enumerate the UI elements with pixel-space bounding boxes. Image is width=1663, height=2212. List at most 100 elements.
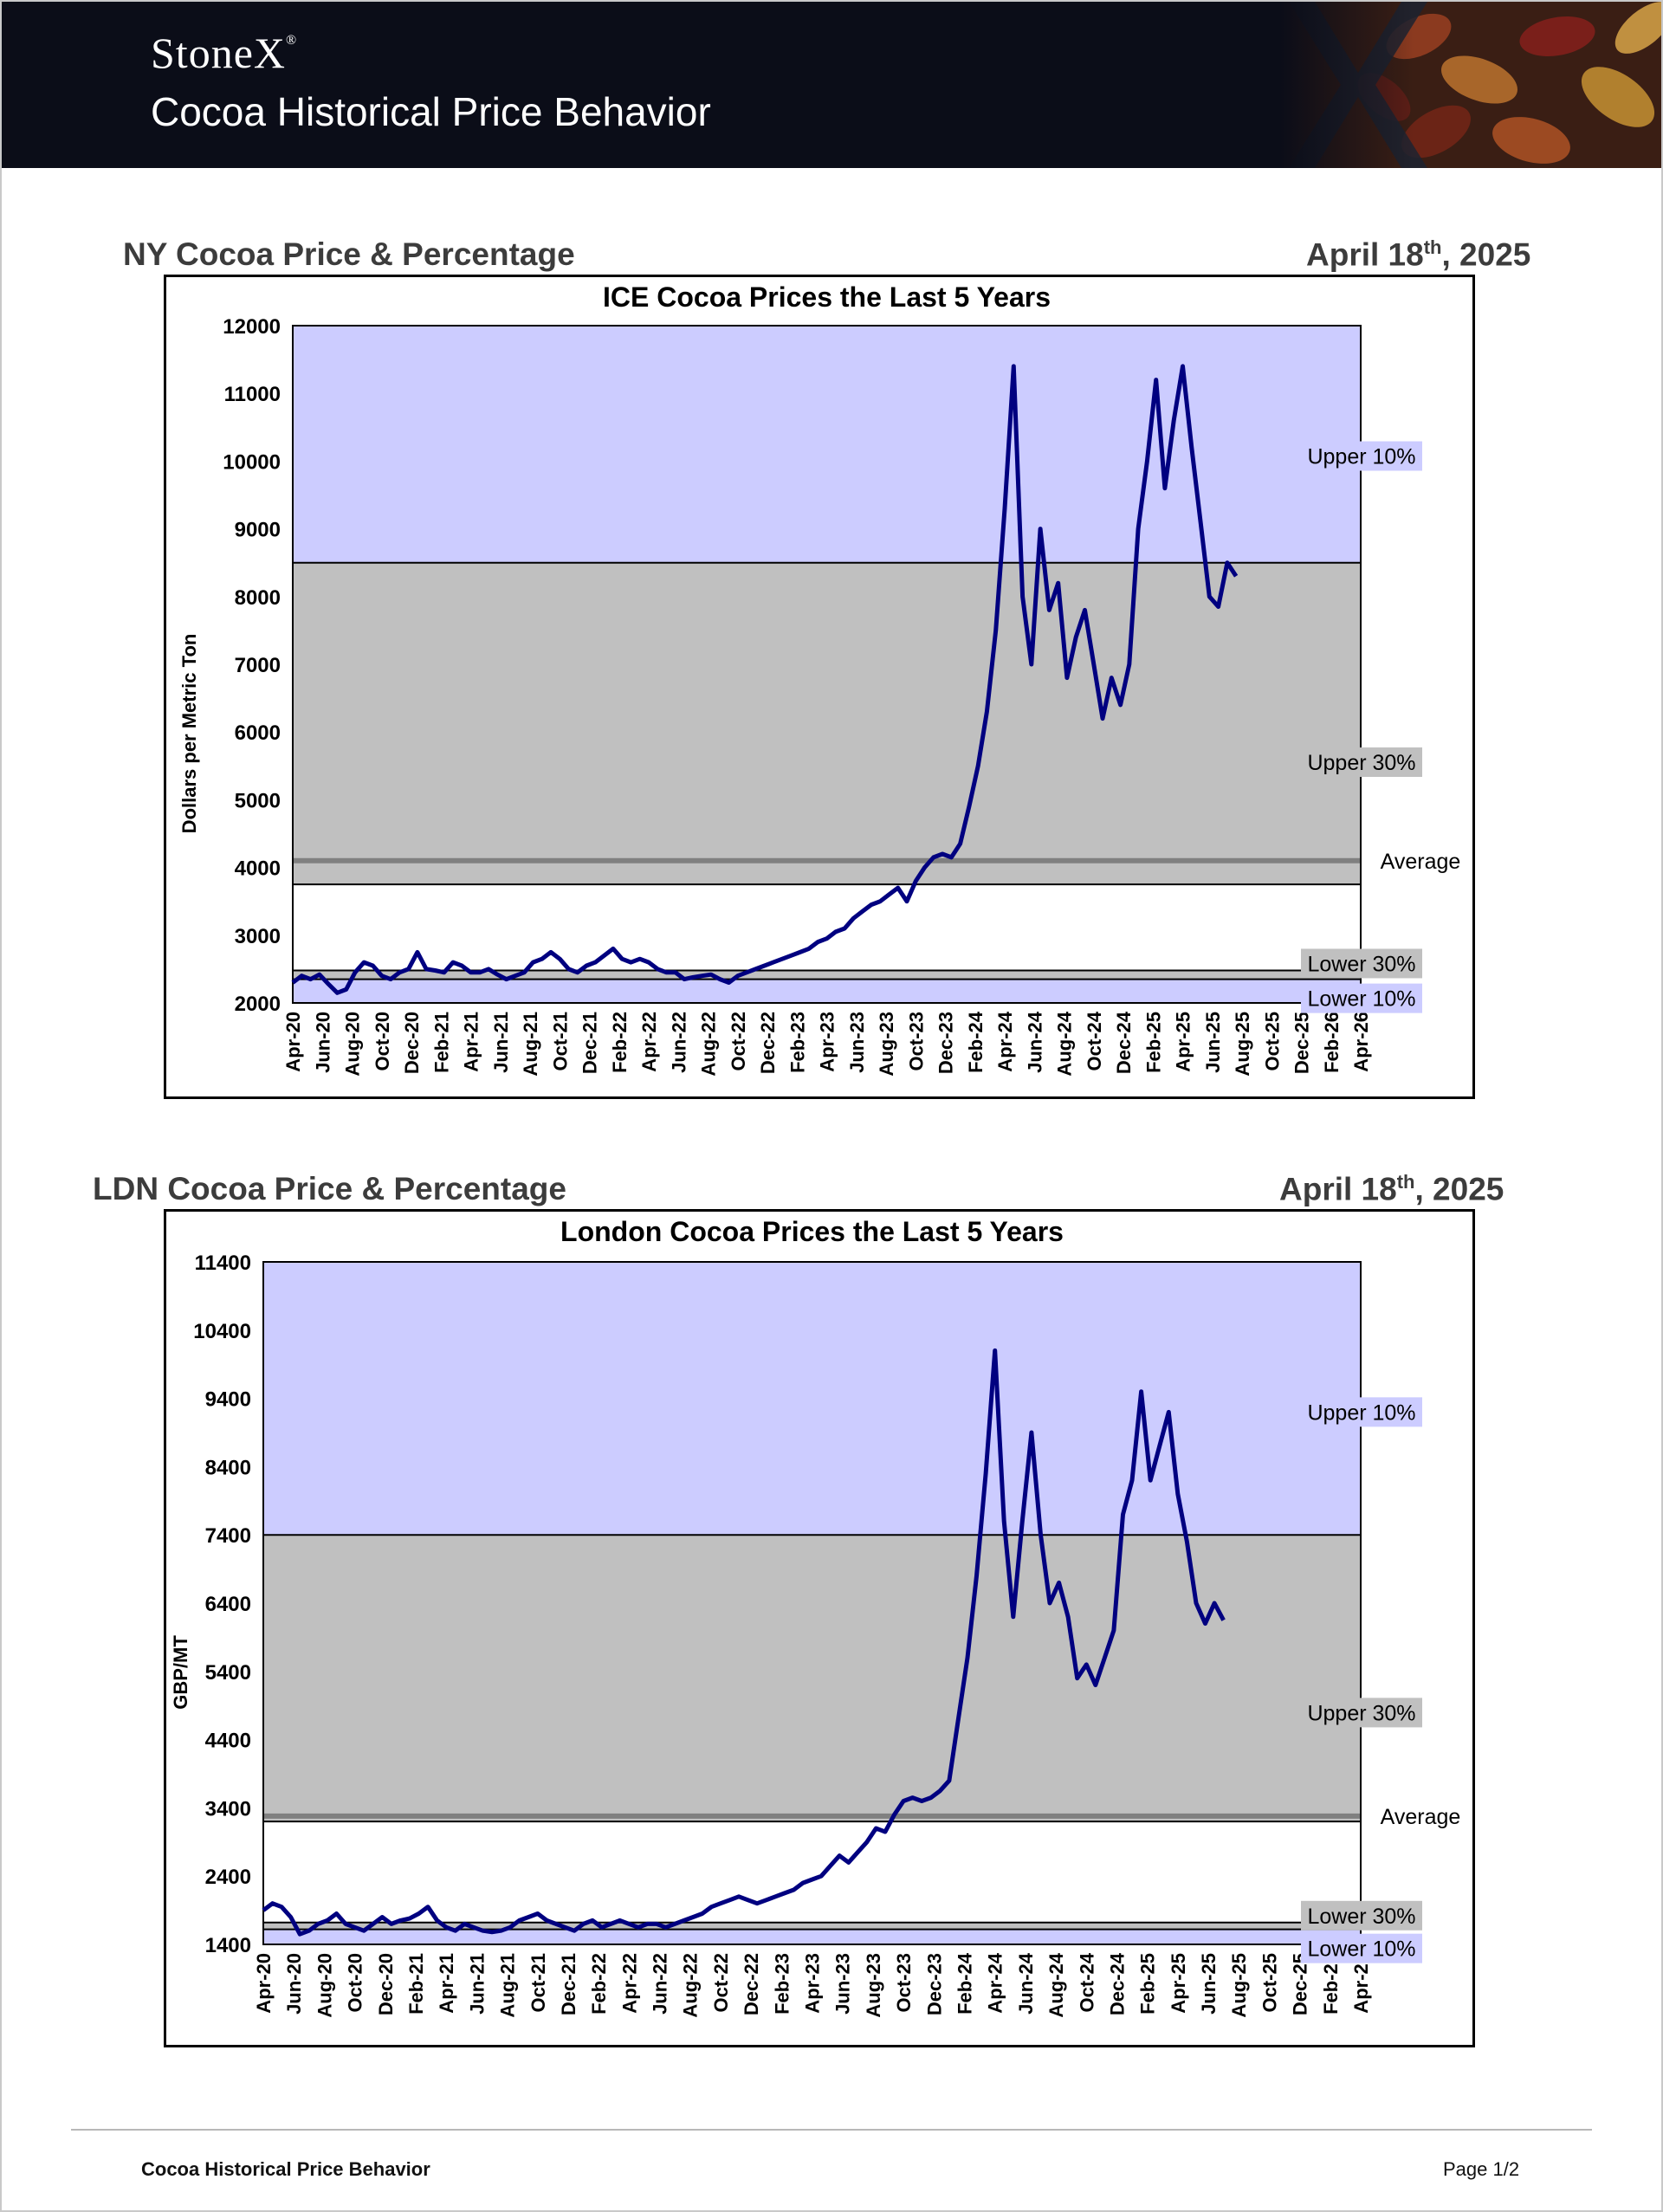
zone-label-lower30: Lower 30% [1307,1905,1415,1929]
x-tick-label: Apr-24 [994,1011,1016,1071]
zone-upper-10 [263,1262,1361,1536]
zone-label-upper10: Upper 10% [1307,445,1415,469]
zone-lower-30 [263,1922,1361,1930]
y-tick-label: 9000 [235,519,281,542]
zone-label-lower30: Lower 30% [1307,952,1415,976]
x-tick-label: Jun-24 [1015,1952,1037,2015]
x-tick-label: Apr-26 [1350,1012,1372,1072]
x-tick-label: Dec-24 [1106,1952,1128,2015]
zone-lower-30 [293,970,1361,980]
x-tick-label: Jun-22 [650,1953,671,2015]
ldn-section-title: LDN Cocoa Price & Percentage [93,1171,566,1206]
zone-label-lower10: Lower 10% [1307,1937,1415,1962]
x-tick-label: Jun-22 [668,1012,689,1073]
y-tick-label: 1400 [205,1934,251,1957]
zone-upper-30 [293,562,1361,885]
x-tick-label: Oct-24 [1084,1011,1105,1070]
zone-label-lower10: Lower 10% [1307,987,1415,1012]
y-tick-label: 3400 [205,1797,251,1821]
ldn-date-year: , 2025 [1414,1171,1504,1207]
ny-price-chart: ICE Cocoa Prices the Last 5 Years Dollars… [178,281,1460,1077]
zone-label-bg-upper30 [1301,1698,1422,1728]
y-tick-label: 6400 [205,1593,251,1616]
x-tick-label: Apr-24 [985,1952,1006,2013]
y-tick-label: 9400 [205,1388,251,1412]
x-tick-label: Oct-23 [905,1012,927,1070]
zone-label-bg-lower30 [1301,1900,1422,1931]
x-tick-label: Feb-21 [405,1953,427,2015]
y-tick-label: 4400 [205,1730,251,1753]
x-tick-label: Oct-21 [549,1012,571,1070]
ldn-section-date: April 18th, 2025 [1279,1171,1504,1207]
x-tick-label: Oct-23 [893,1953,915,2012]
x-tick-label: Feb-24 [954,1952,975,2015]
x-tick-label: Feb-23 [786,1012,808,1073]
zone-label-bg-lower30 [1301,948,1422,979]
x-tick-label: Jun-21 [466,1953,488,2015]
x-tick-label: Apr-21 [461,1012,482,1072]
y-axis-label: GBP/MT [170,1635,191,1710]
x-tick-label: Feb-26 [1321,1012,1343,1073]
x-tick-label: Feb-24 [965,1011,987,1073]
y-tick-label: 4000 [235,857,281,881]
plot-area-border [292,325,1362,1004]
zone-label-average: Average [1381,1805,1461,1829]
footer-divider [71,2129,1592,2131]
x-tick-label: Oct-20 [345,1953,366,2012]
plot-area-border [262,1261,1362,1945]
zone-label-bg-lower10 [1301,983,1422,1013]
x-tick-label: Apr-21 [436,1953,457,2014]
price-series-line [291,364,1239,995]
x-tick-label: Aug-21 [497,1953,519,2018]
x-tick-label: Dec-24 [1113,1011,1135,1074]
x-tick-label: Aug-24 [1054,1011,1076,1076]
document-title: Cocoa Historical Price Behavior [151,89,711,134]
x-tick-label: Oct-21 [527,1953,549,2012]
y-tick-label: 2400 [205,1866,251,1889]
zone-lower-10 [293,979,1361,1003]
x-tick-label: Apr-20 [253,1953,275,2014]
zone-upper-30 [263,1535,1361,1822]
x-tick-label: Jun-25 [1198,1953,1220,2015]
x-tick-label: Dec-21 [558,1953,579,2015]
y-tick-label: 8400 [205,1456,251,1479]
x-tick-label: Oct-22 [710,1953,732,2012]
x-tick-label: Oct-25 [1261,1012,1283,1070]
x-tick-label: Aug-23 [876,1012,897,1077]
ny-date-sup: th [1423,236,1442,258]
y-tick-label: 6000 [235,721,281,745]
x-tick-label: Oct-20 [372,1012,393,1070]
x-tick-label: Jun-20 [312,1012,333,1073]
x-tick-label: Aug-23 [863,1953,884,2018]
x-tick-label: Aug-22 [680,1953,702,2018]
x-tick-label: Apr-25 [1168,1953,1189,2014]
y-tick-label: 3000 [235,925,281,948]
y-tick-label: 2000 [235,993,281,1016]
zone-middle [263,1821,1361,1923]
x-tick-label: Jun-24 [1024,1011,1045,1073]
chart-title: ICE Cocoa Prices the Last 5 Years [603,281,1051,313]
x-tick-label: Aug-20 [342,1012,364,1077]
x-tick-label: Jun-25 [1202,1012,1224,1073]
x-tick-label: Feb-25 [1137,1953,1159,2015]
zone-middle [293,884,1361,971]
x-tick-label: Dec-23 [935,1012,957,1074]
brand-logo: StoneX® [151,28,297,78]
x-tick-label: Aug-20 [314,1953,335,2018]
brand-name: StoneX [151,29,286,77]
x-tick-label: Apr-20 [282,1012,304,1072]
ldn-date-main: April 18 [1279,1171,1397,1207]
x-tick-label: Jun-23 [846,1012,868,1073]
y-tick-label: 11000 [224,383,281,406]
x-tick-label: Feb-23 [771,1953,793,2015]
price-series-line [262,1348,1226,1937]
x-tick-label: Aug-25 [1228,1953,1250,2018]
ny-section-date: April 18th, 2025 [1306,236,1530,273]
x-tick-label: Aug-24 [1045,1952,1067,2017]
x-tick-label: Apr-23 [817,1012,838,1072]
header-banner: StoneX® Cocoa Historical Price Behavior [2,2,1661,168]
y-tick-label: 11400 [195,1252,251,1275]
y-tick-label: 12000 [223,315,281,339]
page-number: Page 1/2 [1443,2158,1520,2180]
